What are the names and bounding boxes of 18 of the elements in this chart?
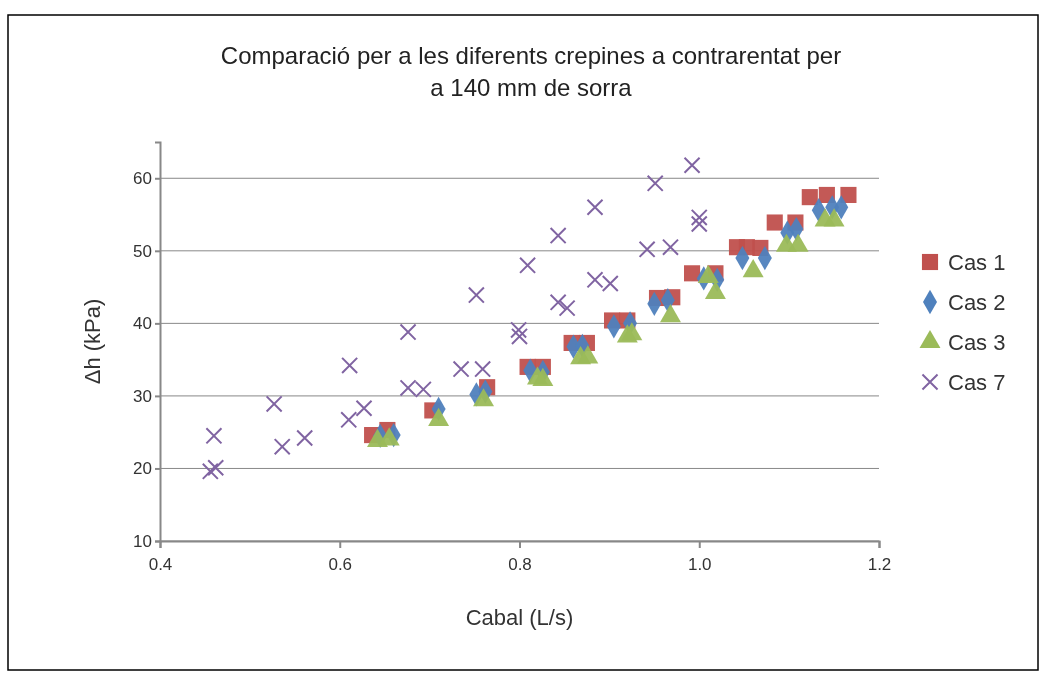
- y-tick-label: 60: [133, 169, 152, 189]
- legend-label: Cas 1: [948, 250, 1006, 275]
- y-tick-label: 20: [133, 459, 152, 479]
- legend-label: Cas 7: [948, 370, 1006, 395]
- y-tick-label: 40: [133, 314, 152, 334]
- legend-label: Cas 3: [948, 330, 1006, 355]
- x-tick-label: 1.2: [867, 554, 892, 574]
- y-axis-title: Δh (kPa): [80, 298, 105, 385]
- x-tick-label: 0.4: [148, 554, 173, 574]
- y-tick-label: 50: [133, 241, 152, 261]
- y-tick-label: 10: [133, 531, 152, 551]
- x-axis-title: Cabal (L/s): [465, 605, 574, 630]
- x-tick-label: 0.8: [508, 554, 532, 574]
- legend-label: Cas 2: [948, 290, 1006, 315]
- x-tick-label: 0.6: [328, 554, 353, 574]
- x-tick-label: 1.0: [687, 554, 712, 574]
- y-tick-label: 30: [133, 386, 152, 406]
- chart-title: Comparació per a les diferents crepines a contrarentat per a 140 mm de sorra: [220, 42, 842, 101]
